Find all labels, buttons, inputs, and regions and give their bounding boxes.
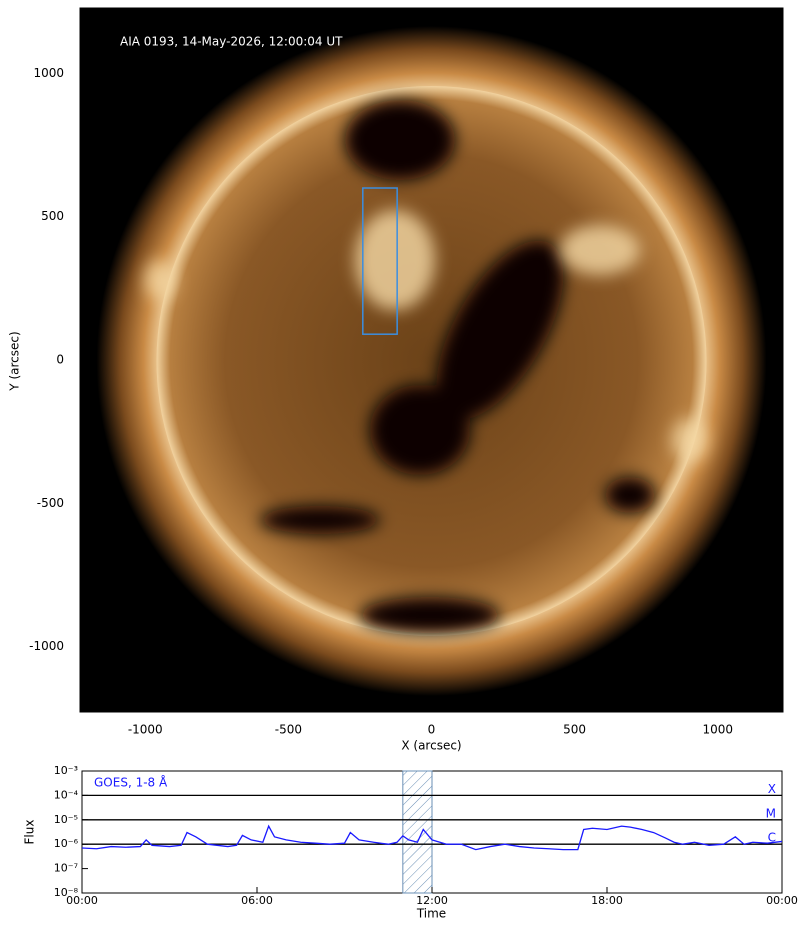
- solar-image: [80, 8, 783, 712]
- x-tick-label: 18:00: [591, 894, 623, 907]
- y-tick-label: 10⁻⁶: [54, 837, 79, 850]
- legend-label: GOES, 1-8 Å: [94, 775, 168, 790]
- y-tick-label: 10⁻⁷: [54, 862, 78, 875]
- level-label: X: [768, 782, 776, 796]
- time-span: [402, 770, 433, 894]
- x-axis-label: X (arcsec): [401, 739, 461, 753]
- x-tick-label: -1000: [128, 723, 163, 737]
- y-tick-label: 0: [56, 353, 64, 367]
- x-tick-label: 1000: [702, 723, 733, 737]
- y-tick-label: 10⁻³: [54, 764, 78, 777]
- level-label: C: [768, 831, 776, 845]
- y-axis-label: Flux: [23, 820, 37, 845]
- y-tick-label: -1000: [29, 639, 64, 653]
- x-axis-label: Time: [416, 907, 446, 921]
- y-tick-label: 1000: [33, 66, 64, 80]
- y-tick-label: 10⁻⁴: [54, 788, 79, 801]
- y-tick-label: 10⁻⁵: [54, 813, 78, 826]
- annotation: AIA 0193, 14-May-2026, 12:00:04 UT: [120, 35, 343, 49]
- x-tick-label: 12:00: [416, 894, 448, 907]
- x-tick-label: -500: [275, 723, 302, 737]
- flux-line: [81, 824, 783, 851]
- x-tick-label: 06:00: [241, 894, 273, 907]
- y-axis-label: Y (arcsec): [8, 331, 22, 391]
- y-tick-label: -500: [37, 496, 64, 510]
- x-tick-label: 00:00: [766, 894, 798, 907]
- x-tick-label: 00:00: [66, 894, 98, 907]
- y-tick-label: 10⁻⁸: [54, 886, 79, 899]
- x-tick-label: 500: [563, 723, 586, 737]
- x-tick-label: 0: [428, 723, 436, 737]
- region-box: [362, 187, 398, 335]
- y-tick-label: 500: [41, 209, 64, 223]
- level-label: M: [766, 806, 776, 820]
